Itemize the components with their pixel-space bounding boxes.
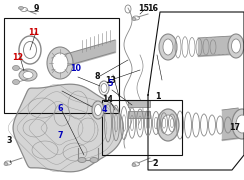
Text: 2: 2 [153, 159, 159, 168]
Text: 13: 13 [105, 76, 116, 85]
Text: 9: 9 [33, 4, 39, 13]
Ellipse shape [232, 109, 244, 139]
Ellipse shape [162, 115, 174, 135]
Ellipse shape [132, 17, 136, 21]
Ellipse shape [132, 163, 136, 166]
Text: 3: 3 [7, 136, 12, 145]
Ellipse shape [94, 105, 102, 116]
Ellipse shape [12, 66, 20, 71]
Bar [102, 100, 182, 155]
Text: 16: 16 [147, 4, 158, 13]
Text: 4: 4 [102, 105, 108, 114]
Text: 12: 12 [12, 53, 23, 62]
Ellipse shape [163, 39, 173, 55]
Bar [128, 111, 150, 118]
Text: 15: 15 [138, 4, 150, 13]
Ellipse shape [19, 69, 37, 81]
Text: 10: 10 [70, 64, 81, 73]
Text: 6: 6 [57, 104, 62, 113]
Bar [4, 18, 119, 113]
Text: 7: 7 [58, 131, 63, 140]
Text: 8: 8 [94, 72, 100, 81]
Ellipse shape [78, 158, 86, 163]
Ellipse shape [236, 115, 244, 133]
Ellipse shape [159, 34, 177, 60]
Ellipse shape [232, 39, 241, 53]
Polygon shape [13, 84, 123, 172]
Ellipse shape [52, 53, 68, 73]
Text: 11: 11 [28, 28, 39, 37]
Bar [128, 100, 150, 107]
Ellipse shape [47, 47, 73, 79]
Ellipse shape [12, 80, 20, 84]
Ellipse shape [4, 163, 8, 165]
Ellipse shape [228, 34, 244, 58]
Ellipse shape [19, 6, 23, 10]
Ellipse shape [157, 109, 179, 141]
Ellipse shape [92, 101, 104, 119]
Text: 14: 14 [102, 95, 113, 104]
Text: 5: 5 [108, 79, 113, 88]
Ellipse shape [23, 71, 33, 78]
Text: 1: 1 [155, 92, 161, 101]
Ellipse shape [90, 158, 98, 163]
Text: 17: 17 [229, 123, 240, 132]
Polygon shape [148, 12, 244, 170]
